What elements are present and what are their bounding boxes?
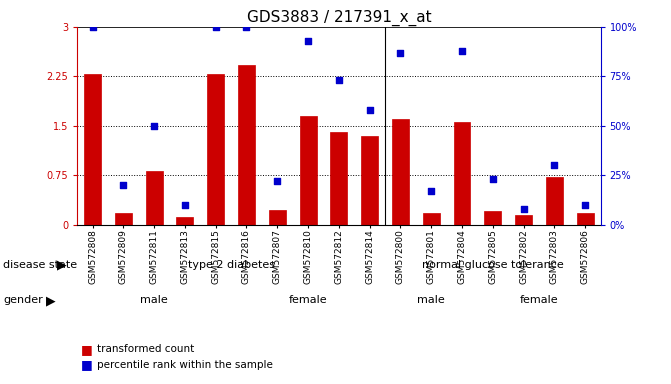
- Bar: [115, 213, 132, 225]
- Bar: [207, 74, 224, 225]
- Point: [518, 206, 529, 212]
- Point: [364, 107, 375, 113]
- Point: [87, 24, 98, 30]
- Point: [457, 48, 468, 54]
- Point: [333, 77, 344, 83]
- Text: ▶: ▶: [46, 294, 55, 307]
- Bar: [423, 213, 440, 225]
- Point: [395, 50, 406, 56]
- Bar: [484, 212, 501, 225]
- Bar: [361, 136, 378, 225]
- Point: [426, 188, 437, 194]
- Point: [180, 202, 191, 208]
- Bar: [299, 116, 317, 225]
- Point: [272, 178, 282, 184]
- Bar: [546, 177, 563, 225]
- Bar: [330, 132, 348, 225]
- Text: transformed count: transformed count: [97, 344, 195, 354]
- Text: male: male: [417, 295, 445, 306]
- Point: [241, 24, 252, 30]
- Point: [210, 24, 221, 30]
- Bar: [454, 122, 470, 225]
- Text: ■: ■: [81, 358, 93, 371]
- Point: [549, 162, 560, 169]
- Bar: [576, 213, 594, 225]
- Text: normal glucose tolerance: normal glucose tolerance: [422, 260, 564, 270]
- Text: type 2 diabetes: type 2 diabetes: [188, 260, 274, 270]
- Bar: [515, 215, 532, 225]
- Text: ▶: ▶: [57, 258, 66, 271]
- Bar: [176, 217, 193, 225]
- Bar: [84, 74, 101, 225]
- Point: [487, 176, 498, 182]
- Title: GDS3883 / 217391_x_at: GDS3883 / 217391_x_at: [246, 9, 431, 25]
- Bar: [392, 119, 409, 225]
- Bar: [238, 65, 255, 225]
- Text: ■: ■: [81, 343, 93, 356]
- Text: female: female: [519, 295, 558, 306]
- Text: male: male: [140, 295, 168, 306]
- Point: [303, 38, 313, 44]
- Text: disease state: disease state: [3, 260, 77, 270]
- Text: female: female: [289, 295, 327, 306]
- Point: [580, 202, 590, 208]
- Bar: [146, 170, 162, 225]
- Point: [149, 123, 160, 129]
- Bar: [269, 210, 286, 225]
- Text: percentile rank within the sample: percentile rank within the sample: [97, 360, 273, 370]
- Text: gender: gender: [3, 295, 43, 306]
- Point: [118, 182, 129, 188]
